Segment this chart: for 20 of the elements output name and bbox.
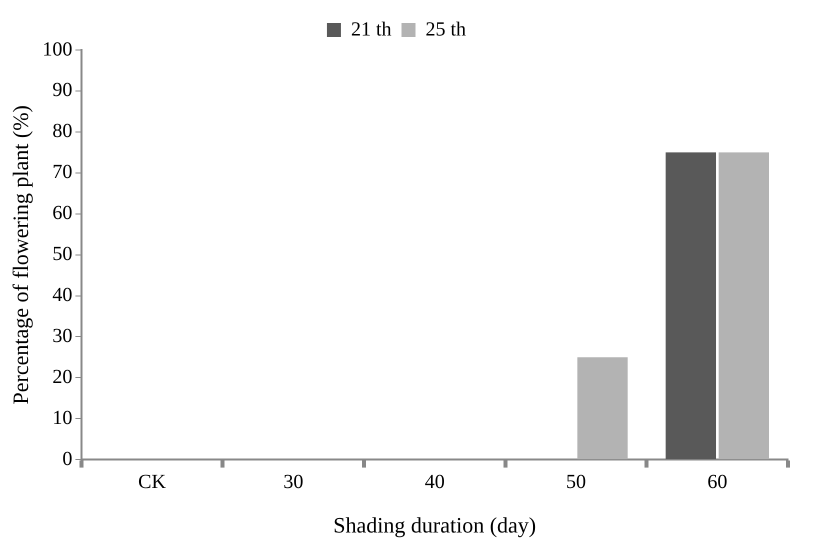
y-tick-label: 0 xyxy=(62,448,72,470)
y-tick-label: 10 xyxy=(52,406,72,429)
x-tick-label: 30 xyxy=(283,470,304,493)
y-tick-label: 70 xyxy=(52,161,72,184)
legend-label: 21 th xyxy=(350,18,392,40)
y-tick-label: 40 xyxy=(52,284,72,306)
x-tick-label: 50 xyxy=(566,470,586,493)
y-tick-label: 20 xyxy=(52,366,72,388)
y-tick-label: 30 xyxy=(52,324,72,347)
y-tick-label: 90 xyxy=(52,79,72,102)
y-tick-label: 60 xyxy=(52,202,72,224)
y-tick-label: 100 xyxy=(42,38,72,60)
x-tick-label: 60 xyxy=(707,470,728,493)
x-axis-title: Shading duration (day) xyxy=(333,512,536,538)
y-axis-title: Percentage of flowering plant (%) xyxy=(8,105,33,404)
x-tick-label: 40 xyxy=(424,470,445,493)
y-tick-label: 80 xyxy=(52,120,72,142)
x-tick-label: CK xyxy=(138,470,166,493)
y-tick-label: 50 xyxy=(52,243,72,266)
legend-label: 25 th xyxy=(426,18,466,40)
